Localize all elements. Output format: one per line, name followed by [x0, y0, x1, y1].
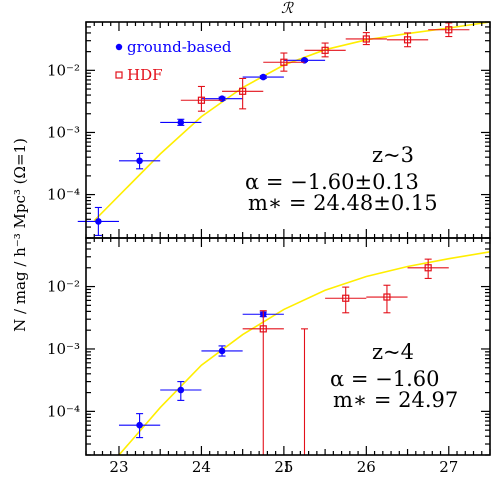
legend-hdf-label: HDF	[127, 66, 163, 84]
data-point	[445, 26, 453, 34]
data-point	[280, 58, 288, 66]
legend: ground-based HDF	[115, 38, 232, 84]
data-point	[239, 87, 247, 95]
y-tick-label: 10⁻⁴	[47, 186, 80, 204]
data-point	[197, 96, 206, 104]
series-hdf	[242, 258, 449, 455]
series-hdf	[180, 22, 470, 112]
data-point	[259, 325, 267, 333]
y-tick-label: 10⁻²	[47, 278, 80, 296]
data-point	[362, 35, 370, 43]
panel-z3: 10⁻⁴ 10⁻³ 10⁻² z~3 α = −1.60±0.13m∗ = 24.48±…	[47, 21, 491, 239]
x-tick-label: 24	[192, 458, 211, 476]
panel-annotation: z~4	[372, 340, 414, 364]
panel-annotation: z~3	[372, 143, 414, 167]
y-tick-label: 10⁻³	[47, 340, 80, 358]
data-point	[321, 46, 329, 54]
panel-z4: 10⁻⁴ 10⁻³ 10⁻² 23 24 25 26 27 z~4 α = −1.60m∗ = 2…	[47, 237, 491, 476]
panel-annotation: m∗ = 24.48±0.15	[248, 191, 438, 215]
panel-frame	[85, 237, 491, 456]
legend-ground-label: ground-based	[127, 38, 232, 56]
y-tick-label: 10⁻³	[47, 123, 80, 141]
data-point	[136, 157, 143, 165]
legend-hdf-marker	[115, 71, 123, 79]
panel-annotation: α = −1.60±0.13	[245, 170, 419, 194]
x-tick-label: 25	[274, 458, 293, 476]
panel-annotation: α = −1.60	[330, 367, 439, 391]
data-point	[342, 294, 350, 302]
panel-annotation: m∗ = 24.97	[333, 388, 458, 412]
y-tick-label: 10⁻²	[47, 61, 80, 79]
data-point	[136, 421, 143, 429]
x-tick-label: 23	[109, 458, 128, 476]
y-tick-label: 10⁻⁴	[47, 402, 80, 420]
data-point	[95, 218, 102, 225]
data-point	[177, 119, 185, 126]
top-axis-label: ℛ	[281, 0, 294, 17]
data-point	[177, 386, 185, 394]
data-point	[383, 293, 391, 301]
x-axis-label: I	[284, 458, 290, 476]
y-axis-label: N / mag / h⁻³ Mpc³ (Ω=1)	[11, 138, 29, 332]
x-tick-label: 27	[439, 458, 458, 476]
data-point	[424, 264, 432, 272]
data-point	[218, 347, 226, 355]
legend-ground-marker	[115, 43, 123, 51]
series-ground-based	[118, 310, 284, 439]
data-point	[403, 36, 412, 44]
data-point	[259, 73, 267, 81]
data-point	[218, 95, 226, 102]
x-tick-label: 26	[357, 458, 376, 476]
